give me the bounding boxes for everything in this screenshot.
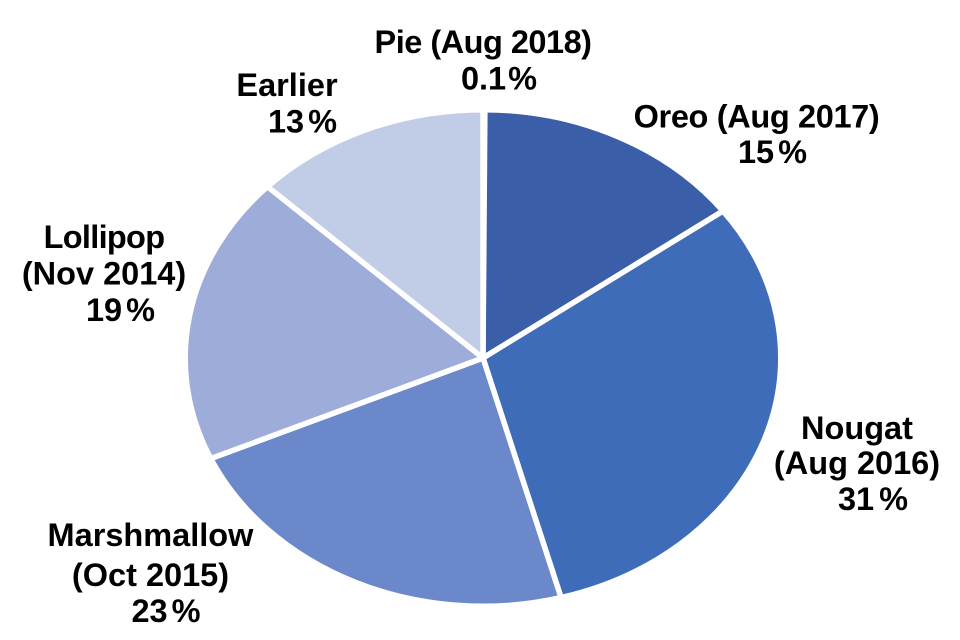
svg-text:Pie (Aug 2018): Pie (Aug 2018): [375, 24, 592, 60]
svg-text:15%: 15%: [738, 134, 807, 170]
svg-text:0.1%: 0.1%: [461, 61, 537, 97]
svg-text:Nougat: Nougat: [801, 410, 913, 446]
svg-text:Earlier: Earlier: [236, 67, 338, 103]
svg-text:13%: 13%: [268, 104, 337, 140]
svg-text:(Nov 2014): (Nov 2014): [22, 256, 186, 292]
svg-text:Marshmallow: Marshmallow: [48, 517, 255, 553]
svg-text:31%: 31%: [838, 481, 908, 517]
svg-text:23%: 23%: [131, 593, 200, 629]
svg-text:(Aug 2016): (Aug 2016): [774, 445, 940, 481]
svg-text:19%: 19%: [86, 292, 155, 328]
svg-text:(Oct 2015): (Oct 2015): [72, 557, 229, 593]
svg-text:Oreo (Aug 2017): Oreo (Aug 2017): [634, 99, 880, 135]
svg-text:Lollipop: Lollipop: [44, 219, 165, 255]
